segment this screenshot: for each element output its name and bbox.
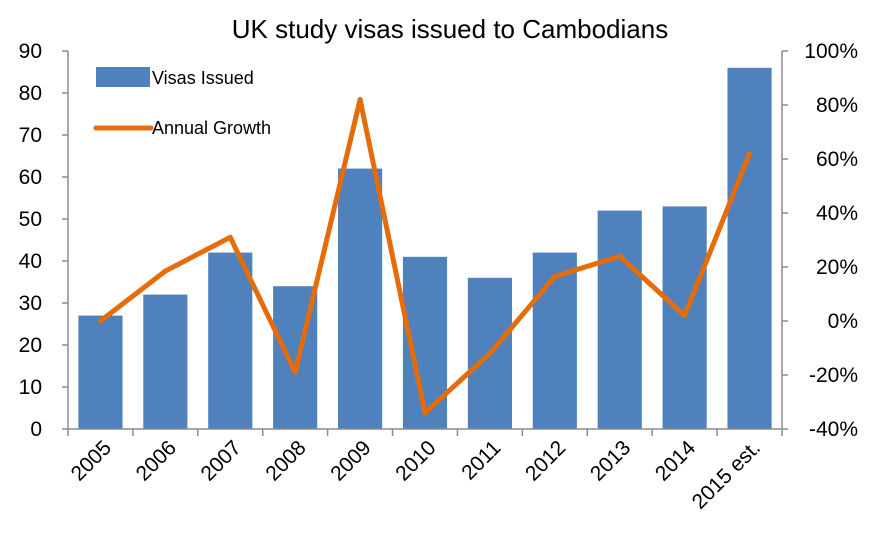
right-axis-tick-label: 20%	[816, 256, 858, 279]
x-axis-label: 2005	[67, 436, 116, 485]
growth-point	[97, 318, 103, 324]
legend-label-visas: Visas Issued	[152, 68, 254, 88]
legend-label-growth: Annual Growth	[152, 118, 271, 138]
left-axis-tick-label: 70	[19, 124, 42, 147]
right-axis-tick-label: -40%	[809, 418, 858, 441]
right-axis-tick-label: 100%	[804, 40, 858, 63]
growth-point	[682, 313, 688, 319]
x-axis-label: 2012	[521, 436, 570, 485]
x-axis-label: 2006	[132, 436, 181, 485]
left-axis-tick-label: 80	[19, 82, 42, 105]
left-axis-tick-label: 30	[19, 292, 42, 315]
growth-point	[617, 253, 623, 259]
left-axis-tick-label: 40	[19, 250, 42, 273]
bar	[597, 210, 642, 429]
left-axis-tick-label: 50	[19, 208, 42, 231]
right-axis-tick-label: 80%	[816, 94, 858, 117]
growth-point	[487, 350, 493, 356]
right-axis-tick-label: 60%	[816, 148, 858, 171]
x-axis-label: 2007	[197, 436, 246, 485]
growth-point	[422, 410, 428, 416]
bar	[338, 168, 383, 429]
left-axis-tick-label: 0	[30, 418, 42, 441]
growth-point	[227, 234, 233, 240]
chart-title: UK study visas issued to Cambodians	[232, 14, 668, 44]
bar	[208, 252, 253, 429]
bar	[78, 315, 123, 429]
x-axis-label: 2008	[261, 436, 310, 485]
growth-point	[747, 151, 753, 157]
left-axis-tick-label: 90	[19, 40, 42, 63]
right-axis-tick-label: -20%	[809, 364, 858, 387]
x-axis-label: 2013	[586, 436, 635, 485]
growth-point	[162, 268, 168, 274]
right-axis-tick-label: 40%	[816, 202, 858, 225]
bar	[532, 252, 577, 429]
left-axis-tick-label: 20	[19, 334, 42, 357]
growth-line-series	[97, 97, 753, 416]
legend: Visas Issued Annual Growth	[93, 67, 271, 138]
growth-point	[292, 369, 298, 375]
bar	[143, 294, 188, 429]
left-axis-tick-label: 60	[19, 166, 42, 189]
x-axis-label: 2010	[391, 436, 440, 485]
x-axis-label: 2009	[326, 436, 375, 485]
x-axis-label: 2011	[457, 436, 505, 484]
legend-swatch-visas	[96, 67, 150, 87]
growth-point	[552, 273, 558, 279]
x-axis-label: 2015 est.	[688, 436, 765, 513]
left-axis-tick-label: 10	[19, 376, 42, 399]
bar	[727, 67, 772, 430]
x-axis-label: 2014	[651, 436, 701, 486]
right-axis-tick-label: 0%	[828, 310, 858, 333]
growth-point	[357, 97, 363, 103]
